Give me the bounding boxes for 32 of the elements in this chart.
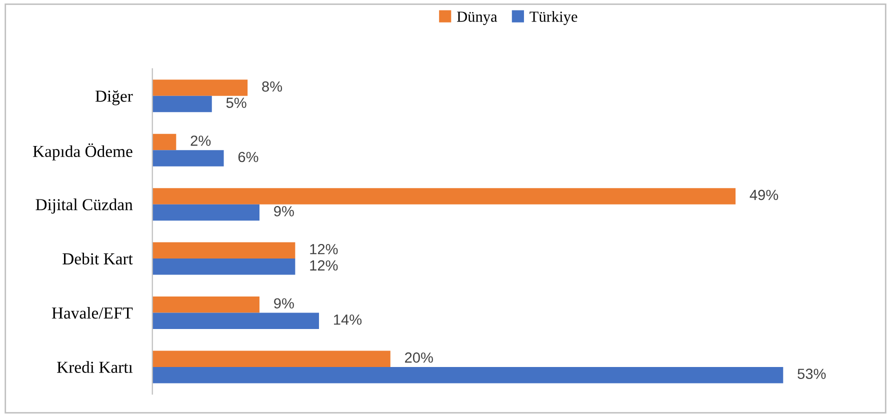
bar <box>152 188 736 204</box>
bar <box>152 312 319 330</box>
data-label: 12% <box>310 244 338 254</box>
y-tick-label: Havale/EFT <box>52 306 133 319</box>
data-label: 9% <box>274 206 294 216</box>
data-label: 20% <box>405 352 433 363</box>
bar <box>152 134 176 150</box>
bar <box>152 204 260 221</box>
legend-label: Türkiye <box>530 11 578 25</box>
data-label: 49% <box>750 190 778 200</box>
bar <box>152 366 784 384</box>
y-tick-label: Debit Kart <box>62 252 133 264</box>
data-label: 14% <box>334 314 362 325</box>
bar <box>152 80 248 96</box>
bar <box>152 96 212 112</box>
data-label: 5% <box>226 98 246 108</box>
y-tick-label: Kapıda Ödeme <box>32 143 132 160</box>
legend-label: Dünya <box>457 12 498 25</box>
bar <box>152 242 296 259</box>
data-label: 8% <box>262 81 282 92</box>
data-label: 9% <box>274 298 294 309</box>
y-tick-label: Dijital Cüzdan <box>36 198 133 214</box>
data-label: 2% <box>190 136 211 146</box>
bar <box>152 258 296 275</box>
y-tick-label: Diğer <box>95 90 133 106</box>
bar <box>152 150 224 166</box>
bar <box>152 350 390 367</box>
y-tick-label: Kredi Kartı <box>57 361 133 373</box>
data-label: 12% <box>310 260 338 271</box>
data-label: 53% <box>798 368 826 380</box>
data-label: 6% <box>238 152 258 162</box>
bar <box>152 296 260 313</box>
